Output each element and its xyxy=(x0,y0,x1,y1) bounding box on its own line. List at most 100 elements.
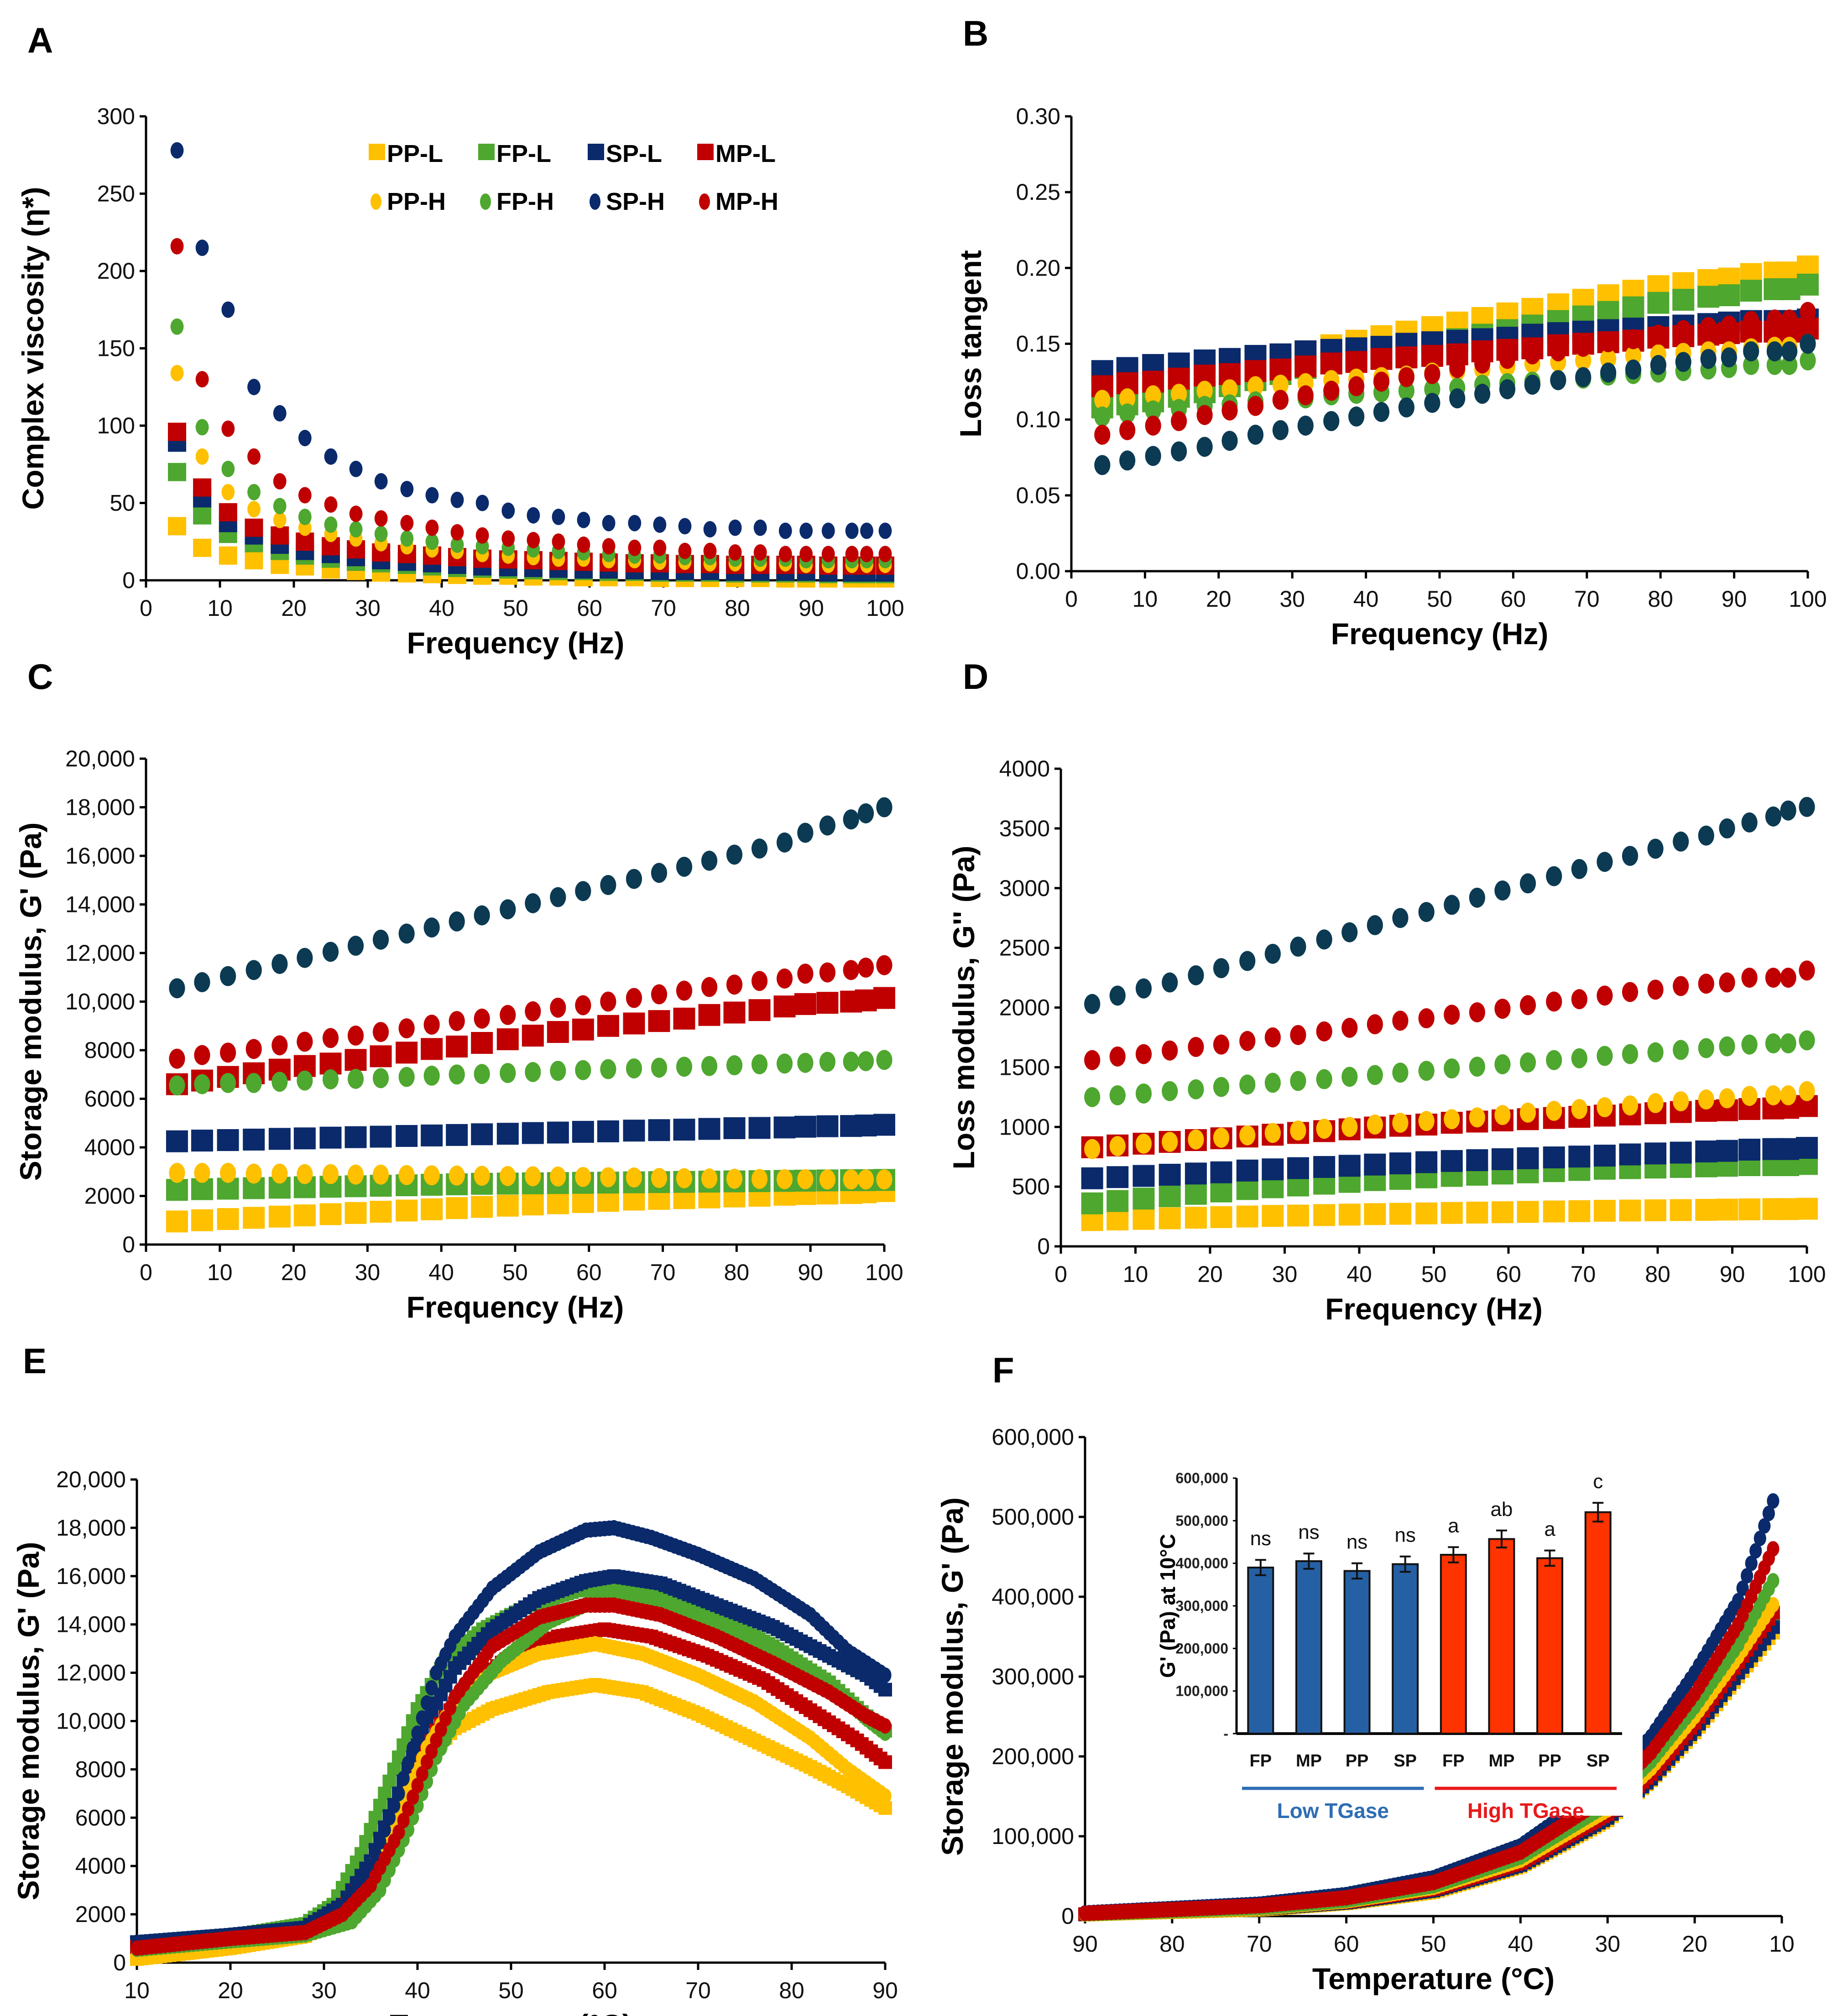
data-point xyxy=(221,420,235,437)
data-point xyxy=(1741,1086,1758,1106)
data-point xyxy=(1741,1568,1754,1584)
data-point xyxy=(446,1036,468,1058)
data-point xyxy=(446,1124,468,1146)
data-point xyxy=(1084,1050,1101,1070)
legend-item-pp-l: PP-L xyxy=(369,140,443,167)
data-point xyxy=(1449,388,1466,409)
data-point xyxy=(1415,1151,1438,1173)
y-tick-label: 8000 xyxy=(84,1037,135,1063)
data-point xyxy=(1119,450,1136,471)
data-point xyxy=(195,448,209,465)
data-point xyxy=(1568,1200,1591,1222)
data-point xyxy=(1765,968,1782,988)
x-tick-label: 30 xyxy=(311,1978,337,2003)
x-tick-label: 90 xyxy=(798,1260,823,1285)
data-point xyxy=(347,936,364,956)
significance-letter: c xyxy=(1593,1470,1603,1493)
panel-label-e: E xyxy=(23,1341,47,1381)
data-point xyxy=(245,1073,262,1093)
x-tick-label: 50 xyxy=(1421,1261,1447,1287)
x-tick-label: 90 xyxy=(1720,1261,1745,1287)
data-point xyxy=(420,1695,433,1711)
y-tick-label: 200 xyxy=(97,258,135,284)
data-point xyxy=(324,448,338,465)
data-point xyxy=(857,1051,874,1071)
data-point xyxy=(1106,1209,1129,1231)
y-tick-label: 16,000 xyxy=(65,843,135,869)
data-point xyxy=(1700,349,1717,369)
data-point xyxy=(1766,309,1783,330)
data-point xyxy=(501,530,515,547)
series-fp-h xyxy=(1084,1030,1815,1107)
x-tick-label: 10 xyxy=(207,1260,233,1285)
data-point xyxy=(1550,370,1566,391)
data-point xyxy=(1697,286,1720,308)
data-point xyxy=(1373,371,1390,392)
data-point xyxy=(821,522,835,539)
data-point xyxy=(1370,348,1393,370)
x-tick-label: 100 xyxy=(1788,1261,1826,1287)
data-point xyxy=(1622,1095,1639,1116)
data-point xyxy=(776,1169,793,1189)
y-tick-label: 2000 xyxy=(84,1183,135,1209)
data-point xyxy=(728,544,742,561)
legend-square-icon xyxy=(697,144,714,160)
data-point xyxy=(876,1050,892,1070)
data-point xyxy=(1323,380,1340,401)
data-point xyxy=(1469,1002,1485,1022)
data-point xyxy=(322,1028,339,1048)
data-point xyxy=(1264,943,1281,964)
data-point xyxy=(1491,1148,1513,1170)
data-point xyxy=(1418,1008,1435,1029)
data-point xyxy=(1695,1140,1717,1162)
data-point xyxy=(1264,1073,1281,1093)
data-point xyxy=(378,1822,391,1838)
data-point xyxy=(322,1164,339,1184)
data-point xyxy=(602,515,616,531)
series-sp-l xyxy=(166,1114,895,1152)
data-point xyxy=(500,899,516,920)
data-point xyxy=(879,1788,892,1804)
data-point xyxy=(166,1210,188,1233)
data-point xyxy=(1745,1555,1758,1571)
significance-letter: ns xyxy=(1298,1521,1319,1543)
data-point xyxy=(1780,1085,1796,1105)
data-point xyxy=(821,546,835,563)
data-point xyxy=(626,869,642,889)
significance-letter: a xyxy=(1448,1515,1459,1537)
data-point xyxy=(1474,384,1491,404)
data-point xyxy=(446,1197,468,1219)
data-point xyxy=(552,509,565,526)
data-point xyxy=(423,1065,440,1086)
data-point xyxy=(496,1194,519,1217)
data-point xyxy=(449,1064,465,1085)
data-point xyxy=(1797,273,1819,296)
data-point xyxy=(1499,379,1516,400)
data-point xyxy=(195,419,209,436)
data-point xyxy=(349,505,363,522)
data-point xyxy=(623,1120,645,1142)
data-point xyxy=(322,1069,339,1089)
data-point xyxy=(1644,1142,1667,1165)
data-point xyxy=(878,1755,892,1769)
data-point xyxy=(1777,1198,1800,1220)
data-point xyxy=(273,511,287,528)
data-point xyxy=(1740,280,1762,302)
group-label-high-tgase: High TGase xyxy=(1467,1799,1584,1823)
data-point xyxy=(411,1725,424,1741)
x-tick-label: 40 xyxy=(429,595,454,621)
x-tick-label: 60 xyxy=(1501,586,1526,612)
x-tick-label: 70 xyxy=(651,595,676,621)
data-point xyxy=(1109,1136,1126,1156)
data-point xyxy=(1695,1198,1717,1221)
data-point xyxy=(651,863,668,883)
data-point xyxy=(423,1015,440,1035)
data-point xyxy=(268,1128,291,1150)
data-point xyxy=(396,1199,418,1222)
data-point xyxy=(723,1001,746,1024)
y-tick-label: 10,000 xyxy=(65,989,135,1015)
data-point xyxy=(600,875,616,895)
y-tick-label: 1500 xyxy=(999,1054,1050,1080)
data-point xyxy=(1145,400,1161,421)
data-point xyxy=(1778,278,1800,300)
